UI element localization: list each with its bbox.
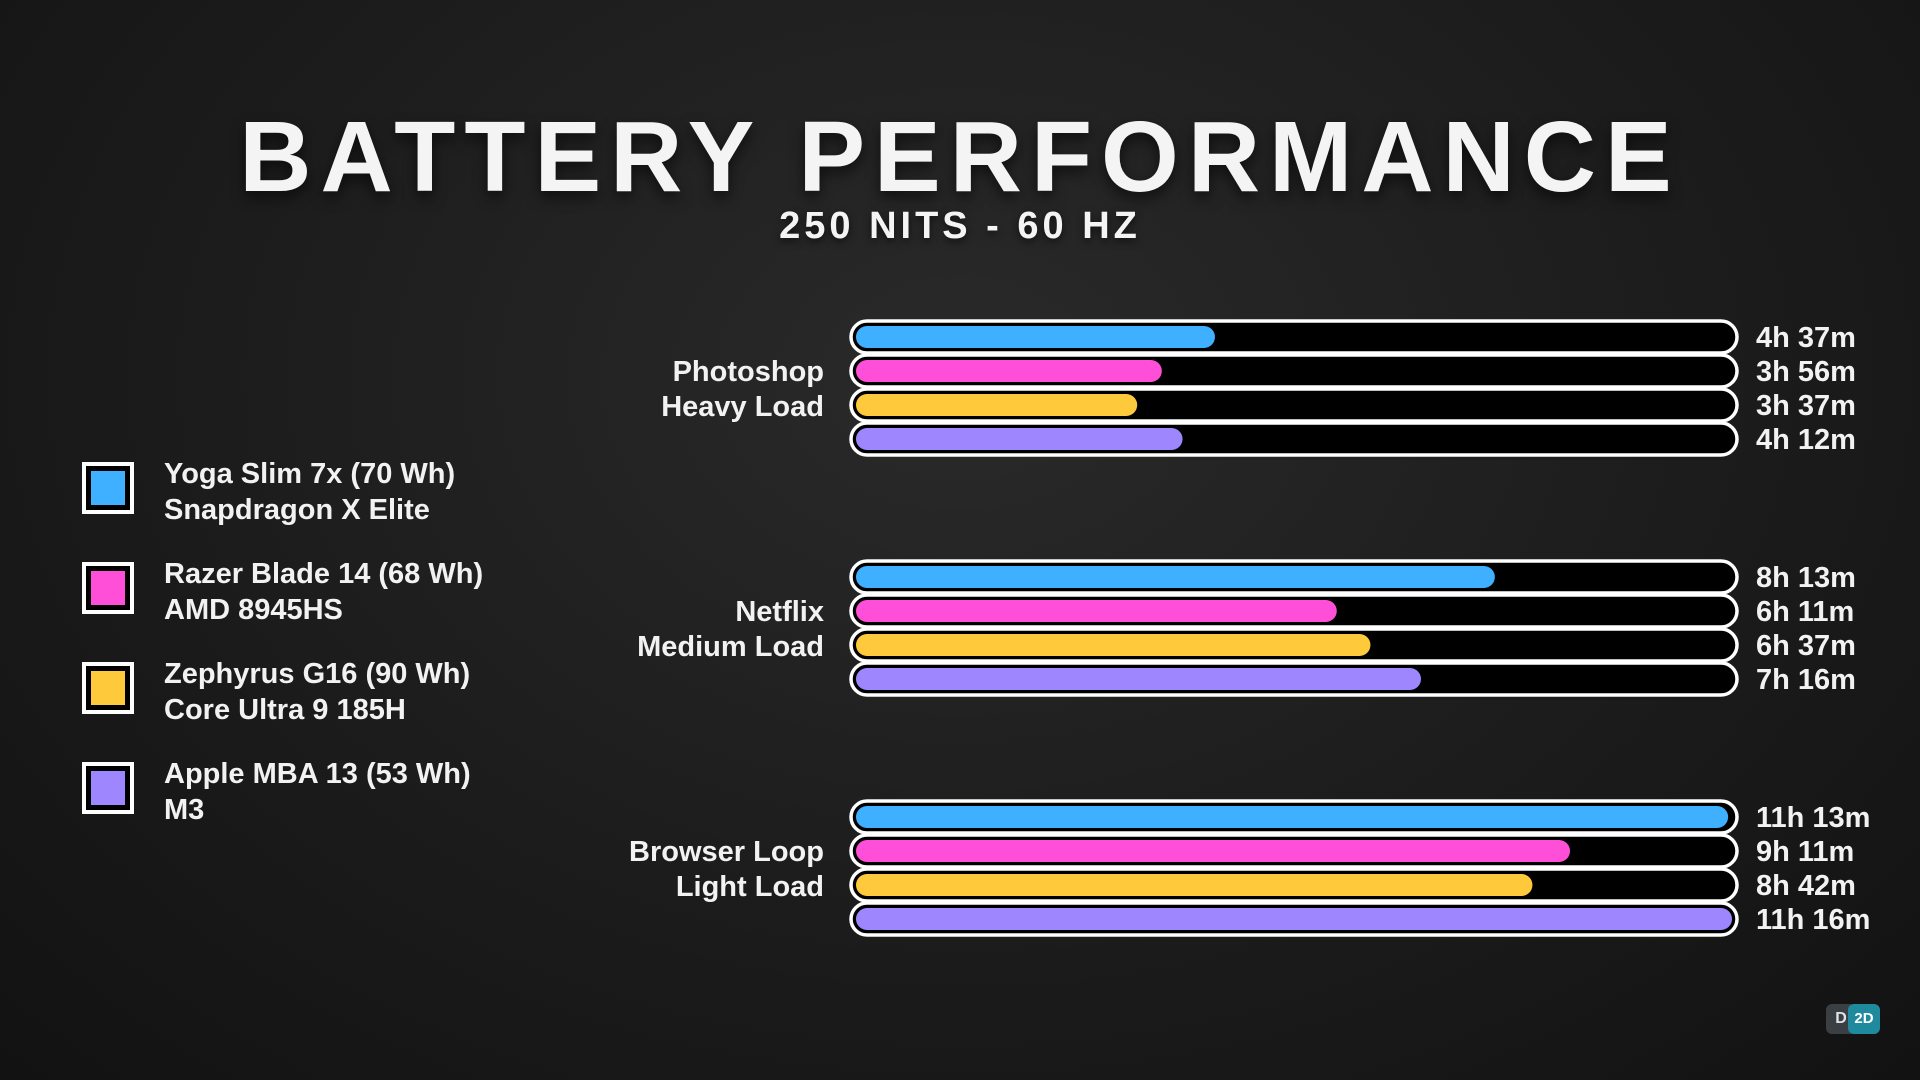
bar-photoshop-yoga (856, 326, 1215, 348)
value-label-netflix-mba: 7h 16m (1756, 664, 1856, 696)
bar-netflix-yoga (856, 566, 1495, 588)
legend-swatch-mba (82, 762, 134, 814)
value-label-photoshop-yoga: 4h 37m (1756, 322, 1856, 354)
value-label-netflix-razer: 6h 11m (1756, 596, 1854, 628)
group-label-photoshop-line2: Heavy Load (661, 391, 824, 423)
value-label-browser-loop-razer: 9h 11m (1756, 836, 1854, 868)
group-label-netflix-line1: Netflix (735, 596, 824, 628)
legend-device-zephyrus: Zephyrus G16 (90 Wh) (164, 658, 471, 690)
bar-photoshop-razer (856, 360, 1162, 382)
bar-browser-loop-zephyrus (856, 874, 1533, 896)
legend-swatch-yoga (82, 462, 134, 514)
value-label-photoshop-zephyrus: 3h 37m (1756, 390, 1856, 422)
value-label-browser-loop-mba: 11h 16m (1756, 904, 1870, 936)
legend-chip-zephyrus: Core Ultra 9 185H (164, 694, 406, 726)
legend-chip-mba: M3 (164, 794, 205, 826)
value-label-browser-loop-yoga: 11h 13m (1756, 802, 1870, 834)
legend: Yoga Slim 7x (70 Wh) Snapdragon X Elite … (82, 456, 602, 856)
legend-chip-razer: AMD 8945HS (164, 594, 343, 626)
value-label-photoshop-mba: 4h 12m (1756, 424, 1856, 456)
bar-netflix-zephyrus (856, 634, 1371, 656)
bar-browser-loop-yoga (856, 806, 1729, 828)
legend-device-yoga: Yoga Slim 7x (70 Wh) (164, 458, 456, 490)
legend-device-mba: Apple MBA 13 (53 Wh) (164, 758, 471, 790)
legend-label-mba: Apple MBA 13 (53 Wh) M3 (164, 756, 471, 828)
legend-device-razer: Razer Blade 14 (68 Wh) (164, 558, 484, 590)
bar-browser-loop-razer (856, 840, 1571, 862)
legend-swatch-zephyrus (82, 662, 134, 714)
group-label-browser-loop-line2: Light Load (676, 871, 824, 903)
chart-subtitle: 250 NITS - 60 HZ (779, 205, 1141, 247)
legend-item-mba: Apple MBA 13 (53 Wh) M3 (82, 756, 602, 856)
legend-label-razer: Razer Blade 14 (68 Wh) AMD 8945HS (164, 556, 483, 628)
group-label-browser-loop-line1: Browser Loop (629, 836, 824, 868)
legend-item-razer: Razer Blade 14 (68 Wh) AMD 8945HS (82, 556, 602, 656)
bar-netflix-mba (856, 668, 1421, 690)
value-label-browser-loop-zephyrus: 8h 42m (1756, 870, 1856, 902)
value-label-netflix-zephyrus: 6h 37m (1756, 630, 1856, 662)
bar-browser-loop-mba (856, 908, 1732, 930)
bar-photoshop-mba (856, 428, 1183, 450)
chart-title: BATTERY PERFORMANCE (239, 101, 1681, 213)
legend-label-zephyrus: Zephyrus G16 (90 Wh) Core Ultra 9 185H (164, 656, 470, 728)
d2d-logo: D 2D (1826, 1004, 1882, 1036)
group-label-photoshop-line1: Photoshop (673, 356, 824, 388)
value-label-photoshop-razer: 3h 56m (1756, 356, 1856, 388)
legend-swatch-razer (82, 562, 134, 614)
legend-chip-yoga: Snapdragon X Elite (164, 494, 430, 526)
value-label-netflix-yoga: 8h 13m (1756, 562, 1856, 594)
legend-label-yoga: Yoga Slim 7x (70 Wh) Snapdragon X Elite (164, 456, 455, 528)
legend-item-yoga: Yoga Slim 7x (70 Wh) Snapdragon X Elite (82, 456, 602, 556)
group-label-netflix-line2: Medium Load (637, 631, 824, 663)
bar-photoshop-zephyrus (856, 394, 1138, 416)
logo-2d-mark: 2D (1848, 1004, 1880, 1034)
bar-netflix-razer (856, 600, 1337, 622)
legend-item-zephyrus: Zephyrus G16 (90 Wh) Core Ultra 9 185H (82, 656, 602, 756)
